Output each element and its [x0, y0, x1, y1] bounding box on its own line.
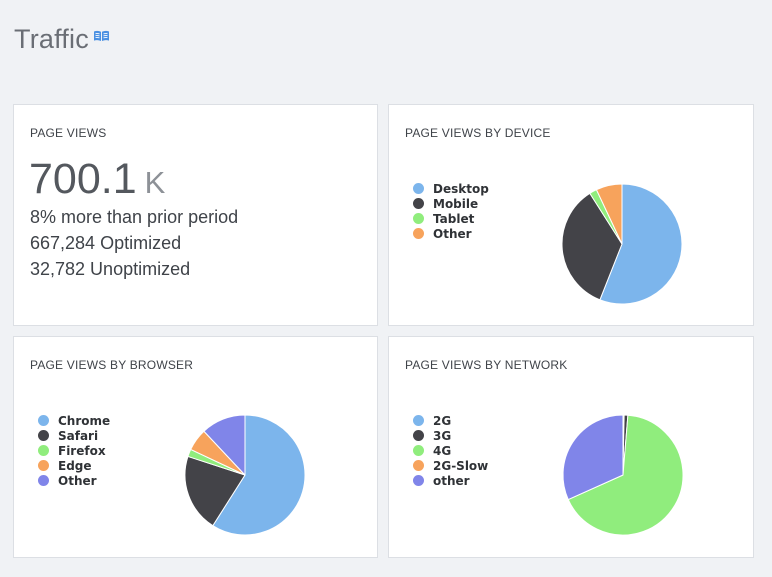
page-views-total: 700.1 K [29, 155, 165, 204]
legend-item-other[interactable]: Other [38, 473, 110, 488]
legend-label: 4G [433, 443, 452, 458]
legend-item-mobile[interactable]: Mobile [413, 196, 489, 211]
legend-item-safari[interactable]: Safari [38, 428, 110, 443]
browser-pie-chart [184, 414, 306, 536]
device-card: PAGE VIEWS BY DEVICE Desktop Mobile Tablet… [388, 104, 754, 326]
card-title: PAGE VIEWS BY BROWSER [30, 358, 194, 372]
legend-label: Other [433, 226, 472, 241]
page-views-card: PAGE VIEWS 700.1 K 8% more than prior pe… [13, 104, 378, 326]
legend-swatch [413, 460, 424, 471]
change-text: 8% more than prior period [30, 207, 239, 227]
legend-swatch [413, 213, 424, 224]
legend-label: Firefox [58, 443, 106, 458]
card-title: PAGE VIEWS [30, 126, 107, 140]
legend-label: Mobile [433, 196, 479, 211]
legend-item-4g[interactable]: 4G [413, 443, 488, 458]
legend-item-edge[interactable]: Edge [38, 458, 110, 473]
legend-item-2g[interactable]: 2G [413, 413, 488, 428]
pie-slice-other[interactable] [595, 183, 623, 245]
legend-swatch [413, 228, 424, 239]
browser-card: PAGE VIEWS BY BROWSER Chrome Safari Firefo… [13, 336, 378, 558]
legend-item-other[interactable]: other [413, 473, 488, 488]
legend-item-3g[interactable]: 3G [413, 428, 488, 443]
pie-slice-other[interactable] [203, 414, 246, 476]
legend-swatch [38, 475, 49, 486]
card-title: PAGE VIEWS BY NETWORK [405, 358, 568, 372]
legend-label: 3G [433, 428, 452, 443]
pie-slice-desktop[interactable] [599, 183, 683, 305]
legend-item-desktop[interactable]: Desktop [413, 181, 489, 196]
device-pie-chart [561, 183, 683, 305]
page-title-text: Traffic [14, 24, 89, 54]
legend-label: Edge [58, 458, 92, 473]
optimized-text: 667,284 Optimized [30, 233, 182, 253]
legend-label: 2G-Slow [433, 458, 489, 473]
legend-item-tablet[interactable]: Tablet [413, 211, 489, 226]
network-pie-chart [562, 414, 684, 536]
unoptimized-text: 32,782 Unoptimized [30, 259, 191, 279]
book-icon[interactable] [93, 30, 110, 42]
legend-swatch [413, 430, 424, 441]
legend-item-2g-slow[interactable]: 2G-Slow [413, 458, 488, 473]
legend-label: Chrome [58, 413, 111, 428]
legend-item-other[interactable]: Other [413, 226, 489, 241]
page-views-value: 700.1 [29, 155, 137, 203]
device-legend: Desktop Mobile Tablet Other [413, 181, 489, 241]
pie-slice-safari[interactable] [184, 455, 246, 527]
legend-label: Tablet [433, 211, 475, 226]
pie-slice-4g[interactable] [567, 414, 684, 536]
legend-item-chrome[interactable]: Chrome [38, 413, 110, 428]
legend-label: Safari [58, 428, 99, 443]
legend-swatch [413, 183, 424, 194]
legend-swatch [38, 415, 49, 426]
legend-label: Desktop [433, 181, 489, 196]
network-legend: 2G 3G 4G 2G-Slow other [413, 413, 488, 488]
legend-swatch [38, 460, 49, 471]
legend-swatch [413, 475, 424, 486]
pie-slice-chrome[interactable] [212, 414, 306, 536]
legend-swatch [413, 415, 424, 426]
legend-label: other [433, 473, 470, 488]
legend-swatch [413, 198, 424, 209]
network-card: PAGE VIEWS BY NETWORK 2G 3G 4G 2G-Slow other [388, 336, 754, 558]
browser-legend: Chrome Safari Firefox Edge Other [38, 413, 110, 488]
pie-slice-mobile[interactable] [561, 192, 623, 301]
pie-slice-other[interactable] [562, 414, 624, 501]
legend-swatch [38, 445, 49, 456]
page-title: Traffic [14, 24, 110, 55]
card-title: PAGE VIEWS BY DEVICE [405, 126, 551, 140]
legend-swatch [38, 430, 49, 441]
legend-item-firefox[interactable]: Firefox [38, 443, 110, 458]
legend-label: Other [58, 473, 97, 488]
legend-label: 2G [433, 413, 452, 428]
legend-swatch [413, 445, 424, 456]
page-views-unit: K [144, 165, 166, 200]
